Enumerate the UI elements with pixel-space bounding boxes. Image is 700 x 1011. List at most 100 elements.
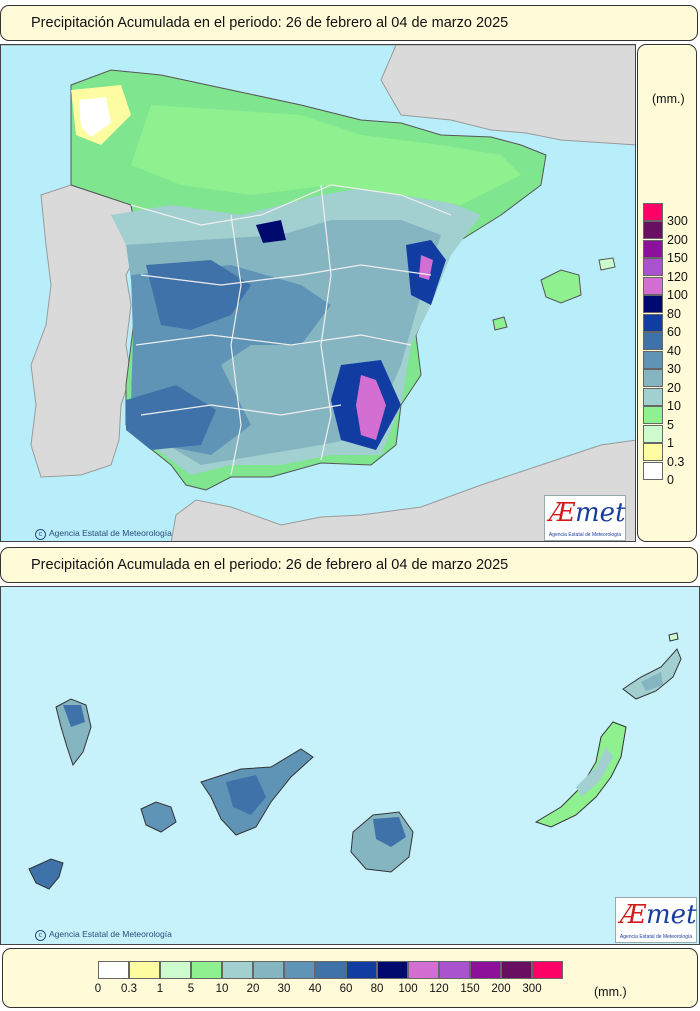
- legend-label-120: 120: [429, 983, 449, 995]
- canarias-map-title: Precipitación Acumulada en el periodo: 2…: [0, 547, 698, 583]
- legend-label-100: 100: [398, 983, 418, 995]
- legend-label-0: 0: [667, 473, 674, 487]
- legend-swatch-10: [643, 387, 663, 406]
- legend-swatch-5: [643, 406, 663, 424]
- legend-label-60: 60: [339, 983, 353, 995]
- ibiza-island: [492, 316, 508, 331]
- legend-label-40: 40: [667, 343, 681, 358]
- legend-label-200: 200: [491, 983, 511, 995]
- zone-galicia-0mm: [79, 97, 111, 137]
- fuerteventura-mid: [576, 747, 613, 797]
- peninsula-precipitation-map: c Agencia Estatal de Meteorología Æmet Ag…: [0, 44, 636, 542]
- aemet-logo-subtitle: Agencia Estatal de Meteorología: [619, 934, 693, 940]
- canarias-map-graphic: [28, 632, 682, 890]
- legend-label-20: 20: [246, 983, 260, 995]
- legend-swatch-120: [439, 961, 470, 979]
- legend-swatch-10: [222, 961, 253, 979]
- legend-swatch-80: [377, 961, 408, 979]
- legend-swatch-20: [643, 369, 663, 387]
- legend-label-20: 20: [667, 380, 681, 395]
- legend-label-120: 120: [667, 269, 688, 284]
- peninsula-legend-unit: (mm.): [652, 92, 685, 106]
- legend-label-40: 40: [308, 983, 322, 995]
- legend-swatch-200: [643, 221, 663, 239]
- legend-swatch-30: [284, 961, 315, 979]
- peninsula-map-title: Precipitación Acumulada en el periodo: 2…: [0, 5, 698, 41]
- legend-label-30: 30: [667, 362, 681, 376]
- mallorca-island: [540, 269, 582, 304]
- legend-swatch-0.3: [129, 961, 160, 979]
- legend-label-10: 10: [215, 983, 229, 995]
- copyright-icon: c: [35, 930, 46, 941]
- legend-swatch-5: [191, 961, 222, 979]
- la-palma-core: [63, 705, 85, 727]
- legend-label-10: 10: [667, 399, 681, 413]
- france-land: [1, 45, 635, 146]
- la-gomera-island: [140, 801, 177, 833]
- legend-swatch-60: [346, 961, 377, 979]
- legend-label-80: 80: [667, 306, 681, 321]
- menorca-island: [598, 257, 616, 271]
- zone-north-5mm: [131, 105, 521, 205]
- legend-swatch-1: [643, 424, 663, 443]
- legend-swatch-300: [532, 961, 563, 979]
- gran-canaria-core: [373, 817, 406, 847]
- legend-label-300: 300: [522, 983, 542, 995]
- legend-label-1: 1: [667, 436, 674, 450]
- aemet-logo: Æmet Agencia Estatal de Meteorología: [615, 897, 697, 943]
- aemet-logo-subtitle: Agencia Estatal de Meteorología: [548, 532, 622, 538]
- legend-swatch-60: [643, 313, 663, 332]
- legend-swatch-1: [160, 961, 191, 979]
- legend-label-0.3: 0.3: [667, 454, 685, 469]
- legend-swatch-20: [253, 961, 284, 979]
- legend-swatch-40: [643, 332, 663, 350]
- aemet-logo-mark: Æmet: [549, 498, 626, 528]
- tenerife-core: [226, 775, 266, 815]
- aemet-logo: Æmet Agencia Estatal de Meteorología: [544, 495, 626, 541]
- zone-40mm-south: [126, 385, 216, 450]
- lanzarote-island: [622, 648, 682, 700]
- legend-label-5: 5: [187, 983, 195, 995]
- peninsula-credit-text: Agencia Estatal de Meteorología: [49, 528, 172, 538]
- aemet-logo-mark: Æmet: [620, 900, 697, 930]
- province-borders: [130, 184, 452, 476]
- legend-label-30: 30: [277, 983, 291, 995]
- copyright-icon: c: [35, 529, 46, 540]
- canarias-legend-unit: (mm.): [594, 985, 627, 999]
- legend-swatch-0.3: [643, 443, 663, 461]
- legend-label-100: 100: [667, 288, 688, 302]
- zone-40mm: [146, 260, 251, 330]
- canarias-credit: c Agencia Estatal de Meteorología: [35, 929, 172, 941]
- legend-label-150: 150: [667, 251, 688, 265]
- lanzarote-core: [641, 672, 663, 691]
- legend-label-200: 200: [667, 232, 688, 247]
- legend-swatch-300: [643, 202, 663, 221]
- africa-land: [170, 439, 635, 541]
- peninsula-map-graphic: [1, 45, 635, 541]
- legend-swatch-150: [643, 239, 663, 258]
- fuerteventura-island: [534, 721, 627, 828]
- legend-swatch-100: [408, 961, 439, 979]
- legend-label-1: 1: [156, 983, 164, 995]
- legend-label-0.3: 0.3: [121, 983, 137, 995]
- legend-label-60: 60: [667, 325, 681, 339]
- legend-label-150: 150: [460, 983, 480, 995]
- zone-80mm-madrid: [256, 220, 286, 243]
- legend-label-0: 0: [94, 983, 102, 995]
- legend-swatch-0: [98, 961, 129, 979]
- legend-swatch-40: [315, 961, 346, 979]
- legend-swatch-80: [643, 295, 663, 313]
- legend-swatch-0: [643, 461, 663, 480]
- legend-swatch-120: [643, 258, 663, 276]
- legend-label-300: 300: [667, 214, 688, 228]
- canarias-precipitation-map: c Agencia Estatal de Meteorología Æmet Ag…: [0, 586, 700, 945]
- peninsula-credit: c Agencia Estatal de Meteorología: [35, 528, 172, 540]
- legend-swatch-100: [643, 276, 663, 295]
- la-graciosa-island: [668, 632, 679, 642]
- legend-label-80: 80: [370, 983, 384, 995]
- canarias-credit-text: Agencia Estatal de Meteorología: [49, 929, 172, 939]
- legend-swatch-150: [470, 961, 501, 979]
- el-hierro-island: [28, 858, 64, 890]
- legend-swatch-30: [643, 350, 663, 369]
- legend-label-5: 5: [667, 417, 674, 432]
